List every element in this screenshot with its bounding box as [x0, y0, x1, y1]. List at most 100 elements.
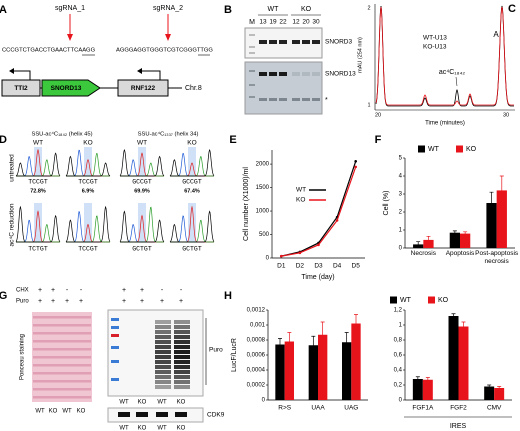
column-label: WT [137, 140, 147, 147]
y-tick-label: 1 [399, 323, 403, 329]
chromosome-label: Chr.8 [185, 85, 202, 92]
lane-label: 30 [312, 19, 320, 26]
ponceau-band [33, 364, 91, 367]
marker-band [249, 34, 255, 36]
sign: + [140, 298, 144, 305]
point [317, 243, 320, 247]
legend-swatch [456, 145, 463, 153]
x-tick-label: R>S [278, 405, 291, 412]
peak-label: A [493, 30, 499, 39]
sign: - [161, 287, 164, 294]
header: SSU-ac⁴C₁₃₃₇ (helix 34) [138, 131, 199, 138]
smear [155, 370, 171, 374]
ponceau-band [33, 372, 91, 375]
marker-band [249, 84, 255, 86]
x-tick-label: D2 [296, 263, 305, 270]
bar [423, 239, 434, 248]
x-tick-label: FGF1A [412, 405, 434, 412]
point [354, 165, 358, 169]
lane-label: KO [138, 400, 147, 406]
error-bar [415, 376, 420, 382]
panel-letter: G [0, 290, 7, 302]
blot-label: Ponceau staining [20, 334, 26, 380]
peak-pointer [455, 76, 458, 87]
error-bar [278, 338, 282, 351]
sign: + [122, 298, 126, 305]
band [292, 40, 300, 44]
x-tick-label: CMV [487, 405, 502, 412]
bar [448, 316, 459, 400]
marker-band [249, 52, 255, 54]
sequence: GCCGT [182, 179, 202, 186]
legend-label: WT-U13 [423, 35, 447, 42]
gene-label: SNORD13 [51, 85, 82, 92]
sequencing-trace [16, 152, 61, 177]
group-label: KO [301, 6, 312, 13]
legend-swatch [428, 296, 435, 304]
smear [155, 350, 171, 354]
error-bar [451, 313, 456, 319]
lane-label: 22 [279, 19, 287, 26]
axis-label: Time (minutes) [425, 121, 465, 127]
y-tick-label: 0,4 [394, 368, 403, 374]
panel-letter: A [0, 4, 7, 16]
bar [484, 386, 495, 400]
band [279, 40, 287, 44]
y-tick-label: 0,0012 [247, 308, 266, 314]
bar [412, 379, 423, 400]
bar [486, 203, 497, 248]
legend-swatch [418, 145, 425, 153]
sign: + [51, 287, 55, 294]
percent: 69.9% [134, 188, 150, 194]
smear [155, 385, 171, 389]
panel-a-diagram [1, 14, 210, 97]
point [335, 219, 339, 222]
peak-label: ac⁴C₁₈₄₂ [439, 69, 466, 76]
bar [494, 388, 505, 400]
sequence: GCCGT [132, 179, 152, 186]
x-tick-label: D4 [333, 263, 342, 270]
legend-label: KO-U13 [423, 44, 447, 51]
smear [155, 345, 171, 349]
sequencing-trace [120, 155, 165, 177]
x-tick-label: UAG [344, 405, 358, 412]
bar [284, 341, 294, 400]
sign: + [38, 287, 42, 294]
axis-label: mAU (254 nm) [357, 37, 363, 73]
y-tick-label: 0,0008 [247, 338, 266, 344]
y-tick-label: 0 [266, 256, 270, 262]
panel-letter: B [224, 4, 232, 16]
marker-band [249, 96, 255, 98]
bar [496, 190, 507, 248]
band [269, 98, 277, 101]
highlight [188, 203, 196, 242]
y-tick-label: 0,6 [394, 353, 403, 359]
error-bar [452, 230, 457, 235]
blot [107, 407, 204, 423]
error-bar [461, 321, 466, 332]
band [302, 98, 310, 101]
ponceau-band [33, 316, 91, 319]
sequence: GCTGT [132, 246, 152, 253]
error-bar [354, 314, 358, 333]
y-tick-label: 0,001 [250, 323, 266, 329]
highlight [188, 147, 196, 176]
smear [174, 375, 190, 379]
sign: - [80, 287, 83, 294]
smear [174, 330, 190, 334]
x-tick-label-box: Apoptosis [446, 250, 475, 257]
lane-label: KO [77, 409, 86, 415]
y-tick-label: 0,0002 [247, 383, 266, 389]
error-bar [287, 332, 292, 351]
band [269, 72, 277, 76]
y-tick-label: 1 [399, 228, 403, 234]
sign: + [160, 298, 164, 305]
band [292, 72, 300, 76]
lane-label: WT [35, 409, 45, 415]
marker-band [111, 318, 119, 321]
y-tick-label: 2000 [256, 162, 270, 168]
sign: + [140, 287, 144, 294]
marker-band [111, 378, 119, 381]
legend-label: KO [466, 146, 477, 153]
